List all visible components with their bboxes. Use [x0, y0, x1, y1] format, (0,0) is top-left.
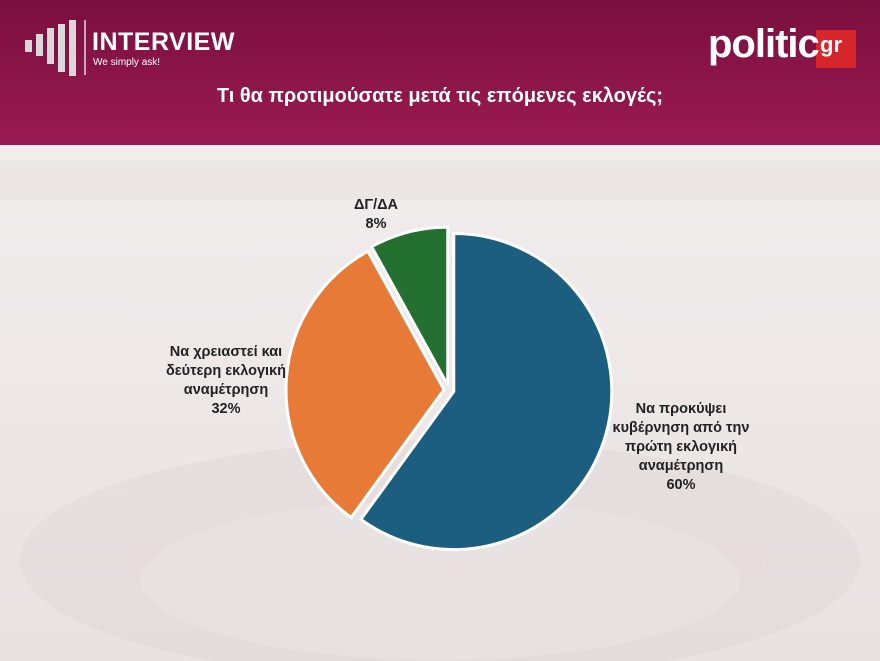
value-label: 60% — [666, 477, 696, 493]
category-label: Να χρειαστεί και δεύτερη εκλογική αναμέτ… — [165, 344, 287, 398]
background-decor — [0, 160, 880, 661]
brand-tagline: We simply ask! — [93, 57, 161, 68]
pie-slice — [369, 225, 450, 386]
header-band — [0, 0, 880, 145]
pie-slice — [358, 232, 614, 551]
slice-label: ΔΓ/ΔΑ 8% — [336, 196, 416, 234]
value-label: 32% — [211, 401, 241, 417]
brand-icon — [25, 20, 76, 76]
slice-label: Να χρειαστεί και δεύτερη εκλογική αναμέτ… — [156, 343, 296, 419]
chart-title: Τι θα προτιμούσατε μετά τις επόμενες εκλ… — [217, 85, 663, 107]
logo-badge — [816, 30, 856, 68]
slice-label: Να προκύψει κυβέρνηση από την πρώτη εκλο… — [600, 400, 762, 495]
category-label: ΔΓ/ΔΑ — [353, 197, 399, 213]
brand-name: INTERVIEW — [92, 28, 235, 56]
pie-slice — [284, 249, 446, 520]
value-label: 8% — [365, 216, 387, 232]
logo-suffix: gr — [820, 32, 842, 57]
pie — [284, 225, 614, 551]
logo-text: politic — [708, 22, 820, 66]
category-label: Να προκύψει κυβέρνηση από την πρώτη εκλο… — [612, 401, 750, 474]
